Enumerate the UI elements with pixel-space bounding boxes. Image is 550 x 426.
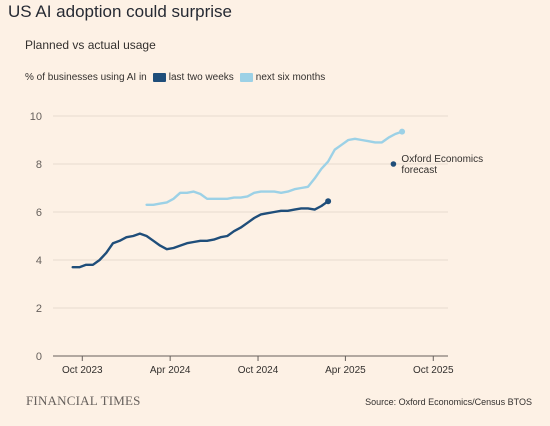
forecast-annotation-line: forecast	[401, 165, 437, 176]
forecast-annotation-line: Oxford Economics	[401, 154, 483, 165]
chart-legend: % of businesses using AI in last two wee…	[25, 72, 325, 83]
forecast-marker	[390, 161, 397, 167]
y-tick-label: 0	[36, 351, 42, 363]
x-tick-label: Oct 2023	[62, 365, 103, 376]
series-line-0	[71, 200, 330, 269]
legend-label-series-1: next six months	[255, 72, 326, 83]
legend-swatch-series-0	[152, 73, 166, 82]
chart-subtitle: Planned vs actual usage	[25, 38, 156, 52]
y-tick-label: 10	[30, 111, 42, 123]
chart-title: US AI adoption could surprise	[8, 2, 232, 21]
y-tick-label: 6	[36, 207, 42, 219]
x-tick-label: Oct 2025	[413, 365, 454, 376]
legend-prefix: % of businesses using AI in	[25, 72, 147, 83]
series-line-1	[145, 130, 404, 206]
y-tick-label: 4	[36, 255, 42, 267]
ft-logo: FINANCIAL TIMES	[26, 393, 141, 408]
source-note: Source: Oxford Economics/Census BTOS	[365, 397, 532, 407]
legend-label-series-0: last two weeks	[168, 72, 234, 83]
series-end-marker-1	[399, 128, 406, 135]
x-tick-label: Apr 2025	[325, 365, 366, 376]
y-tick-label: 2	[36, 303, 42, 315]
legend-swatch-series-1	[239, 73, 253, 82]
x-tick-label: Oct 2024	[238, 365, 279, 376]
series-end-marker-0	[325, 198, 332, 205]
y-tick-label: 8	[36, 159, 42, 171]
x-tick-label: Apr 2024	[150, 365, 191, 376]
